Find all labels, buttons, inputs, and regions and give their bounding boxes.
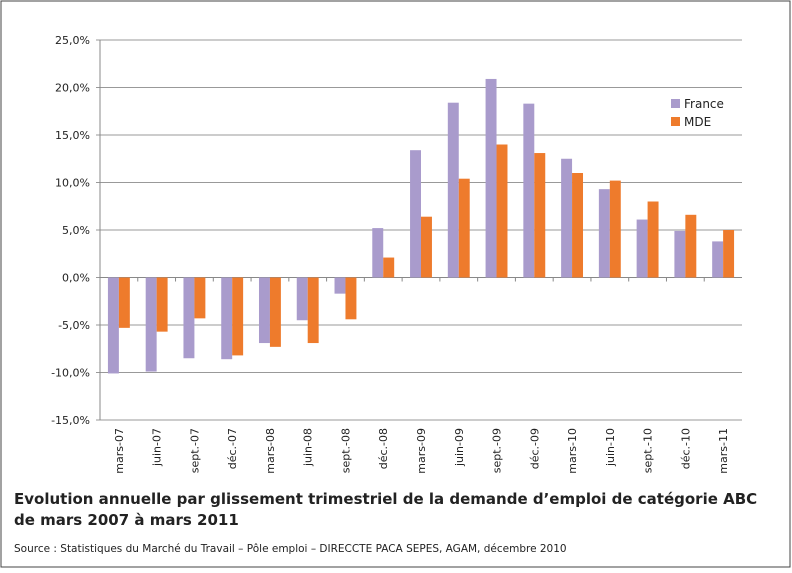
x-tick-label: sept.-10 <box>642 428 655 473</box>
bar <box>383 257 395 278</box>
x-tick-label: juin-09 <box>453 428 466 467</box>
x-tick-label: mars-10 <box>566 428 579 474</box>
y-tick-label: 5,0% <box>62 224 90 237</box>
bar <box>421 216 432 278</box>
legend-label: MDE <box>684 115 711 129</box>
y-tick-label: 20,0% <box>55 82 90 95</box>
bar <box>561 158 573 278</box>
bar <box>307 277 319 344</box>
y-tick-label: -10,0% <box>51 367 90 380</box>
x-tick-label: juin-07 <box>151 428 164 467</box>
bar <box>156 277 168 332</box>
source: Source : Statistiques du Marché du Trava… <box>14 543 567 555</box>
bar <box>674 230 686 278</box>
bar <box>609 180 621 278</box>
bar <box>345 277 357 320</box>
bar <box>258 277 270 344</box>
bar <box>183 277 195 359</box>
bar <box>118 277 130 328</box>
bar <box>410 150 421 278</box>
x-tick-label: déc.-10 <box>679 428 692 469</box>
x-tick-label: déc.-09 <box>528 428 541 469</box>
bar <box>712 241 724 278</box>
x-tick-label: mars-11 <box>717 428 730 474</box>
x-tick-label: sept.-09 <box>491 428 504 473</box>
bar <box>221 277 233 360</box>
bar <box>107 277 119 374</box>
x-tick-label: mars-09 <box>415 428 428 474</box>
bar <box>685 214 697 278</box>
bar <box>523 103 535 278</box>
bar <box>598 189 610 278</box>
legend-label: France <box>684 97 724 111</box>
bar <box>447 102 459 278</box>
legend-swatch <box>671 117 680 126</box>
x-tick-label: mars-08 <box>264 428 277 474</box>
y-tick-label: 0,0% <box>62 272 90 285</box>
y-tick-label: 25,0% <box>55 34 90 47</box>
bar <box>269 277 281 347</box>
chart-subtitle: de mars 2007 à mars 2011 <box>14 511 239 529</box>
bar <box>496 144 508 278</box>
bar <box>145 277 157 372</box>
legend-swatch <box>671 99 680 108</box>
y-tick-label: 10,0% <box>55 177 90 190</box>
y-tick-label: -5,0% <box>58 319 90 332</box>
bar <box>534 153 546 278</box>
x-tick-label: mars-07 <box>113 428 126 474</box>
x-tick-label: déc.-07 <box>226 428 239 469</box>
bar <box>723 230 735 278</box>
y-tick-label: -15,0% <box>51 414 90 427</box>
bar <box>647 201 659 278</box>
bar <box>232 277 244 356</box>
bar <box>334 277 346 294</box>
y-tick-label: 15,0% <box>55 129 90 142</box>
bar <box>458 178 470 278</box>
bar <box>485 78 497 278</box>
bar <box>194 277 206 319</box>
bar <box>372 228 384 278</box>
x-tick-label: juin-10 <box>604 428 617 467</box>
x-tick-label: sept.-07 <box>188 428 201 473</box>
bar <box>296 277 308 321</box>
x-tick-label: juin-08 <box>302 428 315 467</box>
bar <box>572 173 584 278</box>
chart-title: Evolution annuelle par glissement trimes… <box>14 490 757 508</box>
x-tick-label: sept.-08 <box>339 428 352 473</box>
bar <box>636 219 648 278</box>
x-tick-label: déc.-08 <box>377 428 390 469</box>
